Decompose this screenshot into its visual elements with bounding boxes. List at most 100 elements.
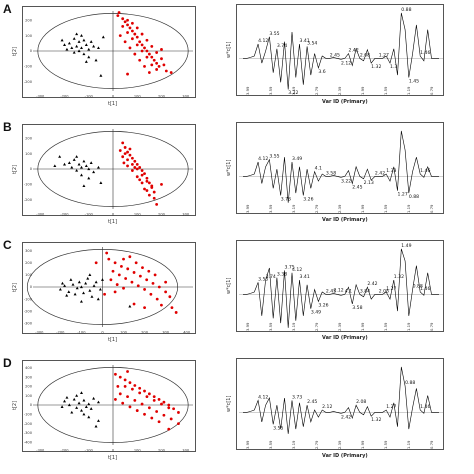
x-tick-label: -200 (60, 213, 69, 217)
circle-point (145, 55, 149, 59)
peak-label: 3.49 (311, 310, 321, 316)
x-tick-label: 100 (134, 213, 142, 217)
x-tick-label: 1.99 (360, 440, 365, 449)
circle-point (126, 370, 129, 373)
peak-label: 3.22 (288, 90, 298, 96)
peak-label: 4.1 (345, 288, 352, 294)
circle-point (123, 20, 127, 24)
y-tick-label: -300 (24, 431, 33, 435)
score-x-axis-label: t[1] (108, 219, 118, 225)
triangle-point (79, 173, 83, 177)
circle-point (135, 409, 139, 412)
circle-point (132, 302, 136, 306)
circle-point (155, 51, 159, 54)
peak-label: 4.1 (315, 166, 322, 172)
circle-point (143, 187, 146, 191)
x-tick-label: -100 (85, 449, 94, 453)
triangle-point (88, 273, 92, 276)
triangle-point (87, 176, 91, 180)
peak-label: 3.49 (292, 156, 302, 162)
peak-label: 2.12 (333, 287, 343, 293)
loading-y-axis-label: w*c[1] (226, 41, 232, 58)
circle-point (147, 181, 151, 185)
x-tick-label: -100 (85, 213, 94, 217)
circle-point (122, 161, 126, 165)
panel-row-c: C -300 -200 -100 0 100 200 300 400 300 200 100 0 -100… (0, 236, 474, 354)
circle-point (141, 266, 144, 270)
triangle-point (82, 52, 86, 56)
loading-plot: 4.12 3.55 3.73 2.45 2.12 2.42 2.08 1.32 1.27 0.88… (236, 358, 444, 450)
y-tick-label: 0 (30, 49, 33, 53)
peak-label: 3.74 (277, 43, 287, 49)
circle-point (167, 427, 171, 431)
circle-point (133, 52, 137, 56)
peak-label: 1.46 (420, 50, 430, 56)
x-tick-label: 2.39 (337, 440, 342, 449)
circle-point (147, 193, 151, 197)
y-tick-label: 200 (25, 136, 33, 140)
triangle-point (75, 32, 79, 36)
circle-point (152, 190, 156, 194)
panel-letter: B (3, 120, 12, 134)
peak-label: 2.45 (326, 288, 336, 294)
triangle-point (79, 34, 83, 37)
peak-label: 3.55 (269, 154, 279, 160)
y-tick-label: 300 (25, 249, 33, 253)
y-tick-label: -100 (24, 183, 33, 187)
circle-point (123, 146, 127, 149)
triangle-point (53, 164, 57, 168)
score-plot-svg: -300 -200 -100 0 100 200 300 400 300 200 100 0 -100 -… (24, 365, 193, 453)
circle-point (160, 182, 163, 186)
triangle-point (98, 287, 102, 291)
loading-plot-svg: 4.12 3.553.733.493.264.13.583.222.452.132… (239, 130, 443, 213)
circle-point (105, 251, 109, 255)
triangle-point (99, 181, 103, 184)
panel-row-d: D -300 -200 -100 0 100 200 300 400 300 200 100 0 -100… (0, 354, 474, 472)
peak-label: 4.12 (292, 267, 302, 273)
peak-label: 2.42 (375, 170, 385, 176)
circle-point (115, 283, 119, 286)
loading-x-axis-label: Var ID (Primary) (322, 453, 368, 459)
panel-letter: A (3, 2, 12, 16)
y-tick-label: 100 (25, 394, 33, 398)
x-tick-label: 3.59 (268, 204, 273, 213)
score-x-axis-label: t[1] (108, 337, 118, 343)
triangle-point (67, 290, 71, 293)
x-tick-label: 2.39 (337, 204, 342, 213)
circle-point (133, 159, 137, 163)
circle-point (174, 311, 178, 314)
y-tick-label: -100 (24, 65, 33, 69)
triangle-point (90, 295, 94, 298)
peak-label: 3.41 (300, 274, 310, 280)
score-plot: -300 -200 -100 0 100 200 300 200 100 0 -100 -200 (22, 6, 196, 99)
x-tick-label: 2.79 (314, 322, 319, 331)
y-tick-label: -200 (24, 309, 33, 313)
peak-label: 2.13 (364, 180, 374, 186)
panel-row-a: A -300 -200 -100 0 100 200 300 200 100 0 -100 -200 t[… (0, 0, 474, 118)
circle-point (162, 400, 166, 404)
circle-point (128, 405, 132, 409)
triangle-point (84, 164, 88, 168)
circle-point (123, 384, 127, 388)
triangle-point (72, 158, 76, 161)
circle-point (152, 196, 156, 200)
triangle-point (75, 394, 79, 397)
loading-y-axis-label: w*c[1] (226, 159, 232, 176)
triangle-point (82, 291, 86, 295)
peak-label: 2.45 (352, 185, 362, 191)
circle-point (130, 156, 134, 160)
x-tick-label: -300 (35, 331, 44, 335)
x-tick-label: -200 (60, 95, 69, 99)
triangle-point (58, 155, 62, 158)
y-tick-label: 0 (30, 403, 33, 407)
peak-label: 1.27 (386, 404, 396, 410)
peak-label: 1.46 (420, 404, 430, 410)
circle-point (135, 175, 139, 179)
circle-point (150, 44, 154, 48)
circle-point (155, 297, 159, 301)
circle-point (157, 398, 161, 401)
triangle-point (87, 47, 91, 51)
triangle-point (84, 60, 88, 63)
circle-point (152, 58, 156, 62)
circle-point (130, 37, 134, 41)
